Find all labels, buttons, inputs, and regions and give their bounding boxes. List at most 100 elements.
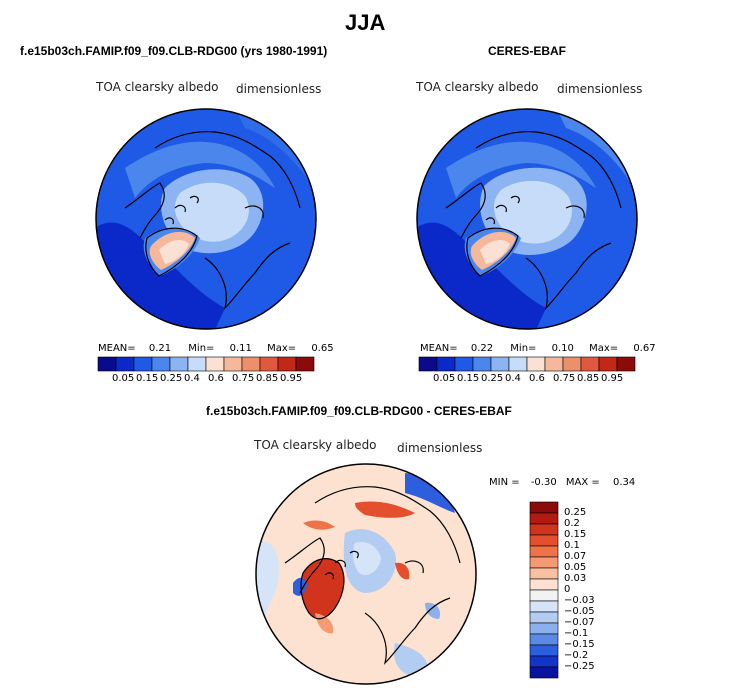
panel-obs-variable: TOA clearsky albedo (416, 80, 539, 94)
colorbar-diff-swatch (529, 501, 559, 514)
polar-map-obs (416, 108, 638, 330)
colorbar-model-tick-label: 0.85 (256, 373, 279, 384)
colorbar-diff-tick-label: 0 (564, 584, 571, 595)
min-value: -0.30 (530, 477, 557, 488)
max-value: 0.67 (633, 343, 656, 354)
colorbar-swatch (544, 356, 564, 372)
panel-diff-variable: TOA clearsky albedo (254, 438, 377, 452)
colorbar-model-tick-label: 0.25 (160, 373, 183, 384)
colorbar-obs-tick-label: 0.85 (577, 373, 600, 384)
colorbar-swatch (259, 356, 279, 372)
colorbar-diff-tick-label: 0.03 (564, 573, 587, 584)
colorbar-swatch (616, 356, 636, 372)
panel-diff-title: f.e15b03ch.FAMIP.f09_f09.CLB-RDG00 - CER… (206, 404, 512, 418)
colorbar-diff-swatch (529, 622, 559, 635)
colorbar-model-tick-label: 0.4 (184, 373, 200, 384)
min-label: MIN = (489, 477, 520, 488)
colorbar-model-tick-label: 0.6 (208, 373, 224, 384)
colorbar-swatch (580, 356, 600, 372)
colorbar-model-tick-label: 0.15 (136, 373, 159, 384)
colorbar-diff-tick-label: −0.2 (564, 650, 589, 661)
colorbar-swatch (472, 356, 492, 372)
colorbar-diff-swatch (529, 578, 559, 591)
colorbar-swatch (133, 356, 153, 372)
colorbar-diff-tick-label: −0.15 (564, 639, 595, 650)
colorbar-diff-swatch (529, 611, 559, 624)
colorbar-obs-tick-label: 0.15 (457, 373, 480, 384)
colorbar-diff-tick-label: 0.07 (564, 551, 587, 562)
colorbar-diff (529, 501, 559, 679)
colorbar-diff-tick-label: 0.25 (564, 507, 587, 518)
max-label: Max= (589, 343, 619, 354)
min-label: Min= (188, 343, 215, 354)
colorbar-model-labels: 0.05 0.15 0.25 0.4 0.6 0.75 0.85 0.95 (98, 373, 314, 387)
colorbar-model-tick-label: 0.75 (232, 373, 255, 384)
colorbar-diff-tick-label: −0.05 (564, 606, 595, 617)
polar-map-diff (255, 463, 477, 685)
colorbar-diff-swatch (529, 655, 559, 668)
panel-diff-stats: MIN = -0.30 MAX = 0.34 (489, 477, 635, 488)
colorbar-swatch (115, 356, 135, 372)
colorbar-obs-labels: 0.05 0.15 0.25 0.4 0.6 0.75 0.85 0.95 (419, 373, 635, 387)
colorbar-swatch (526, 356, 546, 372)
panel-obs-title: CERES-EBAF (488, 44, 567, 58)
colorbar-swatch (508, 356, 528, 372)
colorbar-diff-tick-label: −0.03 (564, 595, 595, 606)
panel-obs-stats: MEAN= 0.22 Min= 0.10 Max= 0.67 (420, 343, 656, 354)
colorbar-obs-tick-label: 0.4 (505, 373, 521, 384)
colorbar-diff-tick-label: −0.07 (564, 617, 595, 628)
max-value: 0.65 (311, 343, 334, 354)
colorbar-swatch (418, 356, 438, 372)
colorbar-obs-tick-label: 0.25 (481, 373, 504, 384)
colorbar-diff-tick-label: −0.1 (564, 628, 589, 639)
polar-map-model (95, 108, 317, 330)
panel-model-variable: TOA clearsky albedo (96, 80, 219, 94)
colorbar-swatch (562, 356, 582, 372)
max-label: Max= (267, 343, 297, 354)
colorbar-diff-tick-label: 0.15 (564, 529, 587, 540)
colorbar-swatch (151, 356, 171, 372)
colorbar-obs-tick-label: 0.95 (601, 373, 624, 384)
colorbar-model-tick-label: 0.05 (112, 373, 135, 384)
colorbar-model (97, 356, 315, 372)
mean-value: 0.22 (470, 343, 494, 354)
colorbar-diff-swatch (529, 512, 559, 525)
colorbar-swatch (169, 356, 189, 372)
panel-model-stats: MEAN= 0.21 Min= 0.11 Max= 0.65 (98, 343, 334, 354)
colorbar-swatch (295, 356, 315, 372)
colorbar-diff-swatch (529, 633, 559, 646)
mean-value: 0.21 (148, 343, 172, 354)
colorbar-diff-swatch (529, 556, 559, 569)
colorbar-diff-swatch (529, 567, 559, 580)
min-value: 0.11 (229, 343, 252, 354)
colorbar-obs-tick-label: 0.6 (529, 373, 545, 384)
colorbar-diff-tick-label: 0.1 (564, 540, 580, 551)
colorbar-diff-tick-label: −0.25 (564, 661, 595, 672)
colorbar-swatch (454, 356, 474, 372)
colorbar-diff-labels: 0.25 0.2 0.15 0.1 0.07 0.05 0.03 0 −0.03 −0.05 −0.… (562, 502, 622, 678)
panel-diff-units: dimensionless (397, 441, 483, 455)
colorbar-swatch (598, 356, 618, 372)
colorbar-diff-swatch (529, 523, 559, 536)
mean-label: MEAN= (98, 343, 136, 354)
min-label: Min= (510, 343, 537, 354)
colorbar-swatch (205, 356, 225, 372)
panel-model-units: dimensionless (236, 82, 322, 96)
colorbar-diff-swatch (529, 644, 559, 657)
colorbar-swatch (241, 356, 261, 372)
min-value: 0.10 (551, 343, 574, 354)
colorbar-diff-swatch (529, 666, 559, 679)
colorbar-diff-swatch (529, 600, 559, 613)
colorbar-diff-swatch (529, 589, 559, 602)
colorbar-swatch (277, 356, 297, 372)
colorbar-swatch (490, 356, 510, 372)
mean-label: MEAN= (420, 343, 458, 354)
colorbar-obs-tick-label: 0.75 (553, 373, 576, 384)
panel-model-title: f.e15b03ch.FAMIP.f09_f09.CLB-RDG00 (yrs … (20, 44, 328, 58)
colorbar-swatch (187, 356, 207, 372)
colorbar-diff-tick-label: 0.2 (564, 518, 580, 529)
max-label: MAX = (565, 477, 600, 488)
colorbar-diff-tick-label: 0.05 (564, 562, 587, 573)
panel-obs-units: dimensionless (557, 82, 643, 96)
colorbar-swatch (223, 356, 243, 372)
